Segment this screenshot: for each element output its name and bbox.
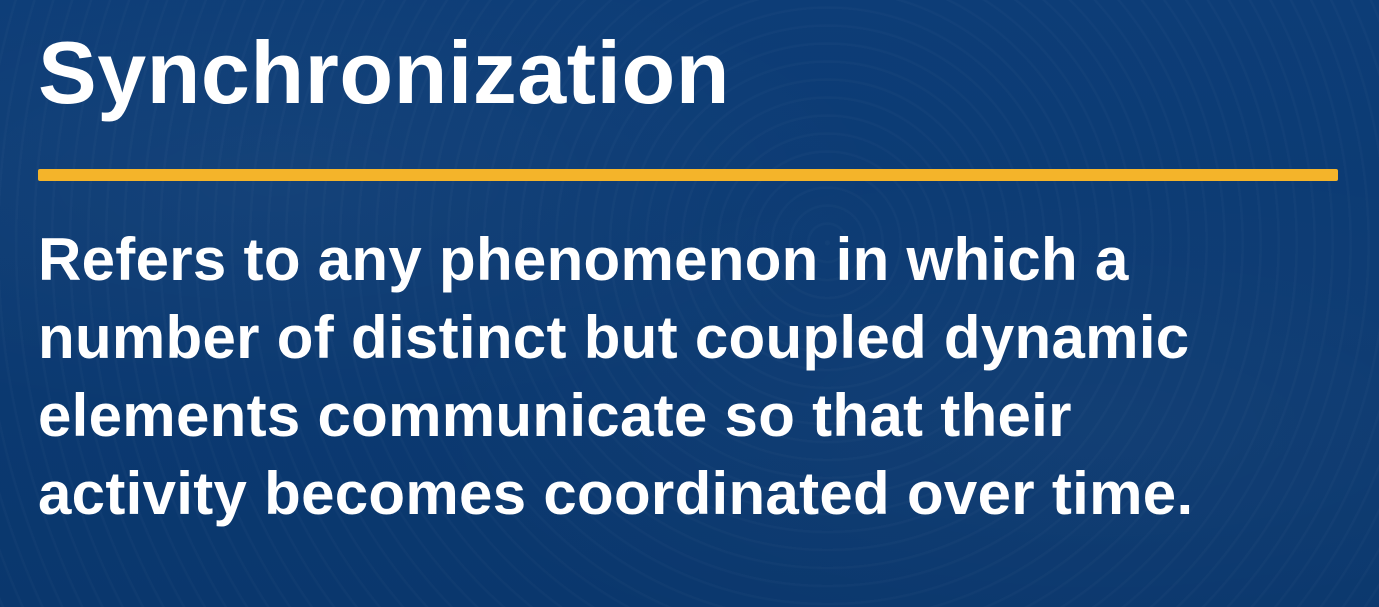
title-divider [38,169,1338,181]
slide-body: Refers to any phenomenon in which a numb… [38,221,1358,533]
body-line: activity becomes coordinated over time. [38,460,1194,527]
body-line: Refers to any phenomenon in which a [38,226,1129,293]
body-line: number of distinct but coupled dynamic [38,304,1190,371]
slide-title: Synchronization [38,23,730,122]
body-line: elements communicate so that their [38,382,1072,449]
